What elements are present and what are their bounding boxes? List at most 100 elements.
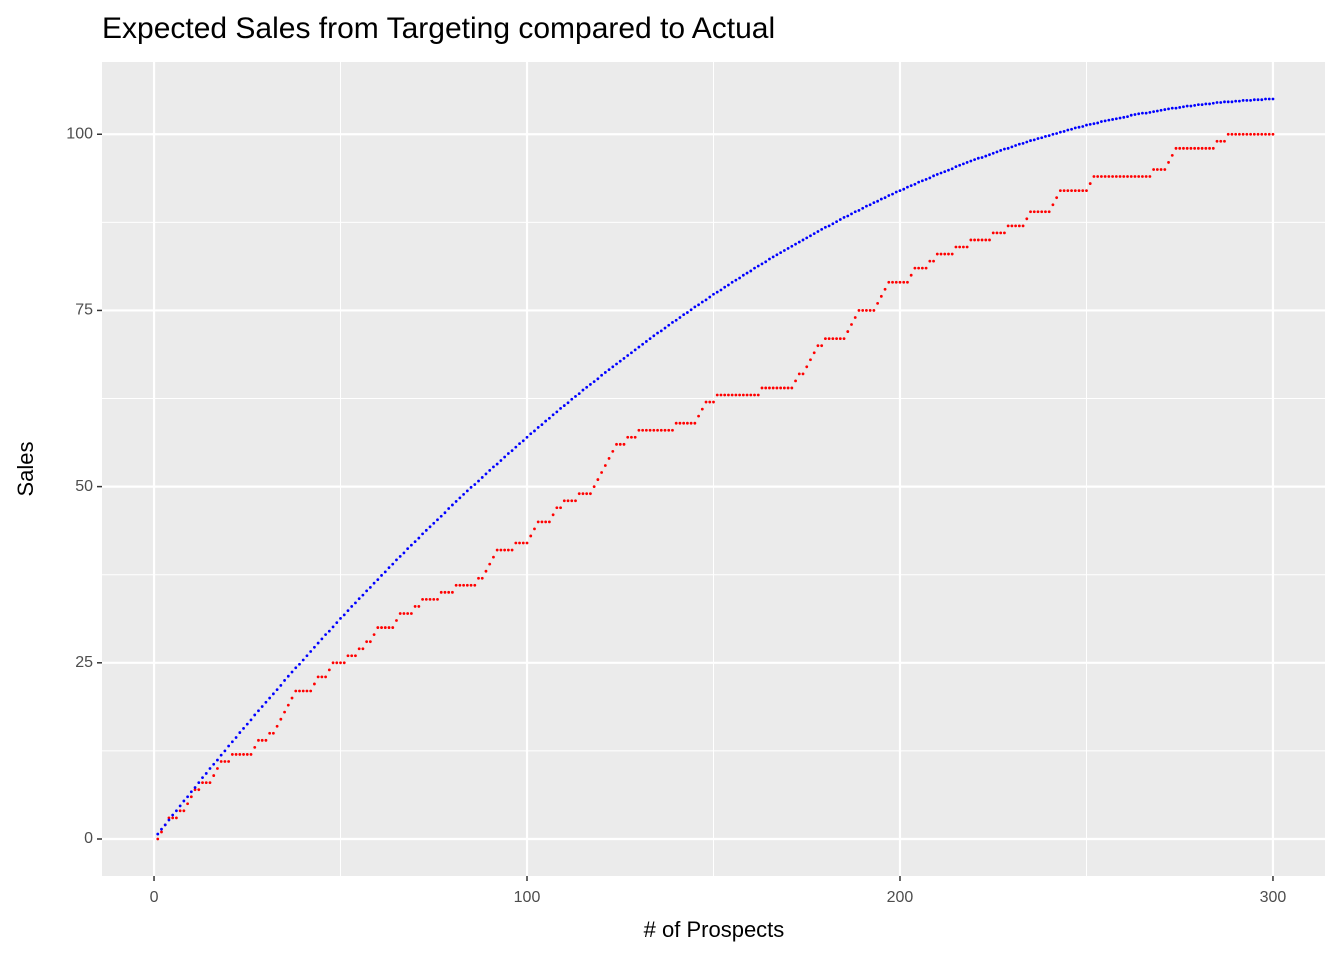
point <box>902 280 906 284</box>
point <box>484 472 488 476</box>
point <box>223 749 227 753</box>
point <box>835 220 838 224</box>
point <box>1099 175 1103 178</box>
point <box>816 230 820 233</box>
point <box>749 393 753 397</box>
point <box>380 626 383 629</box>
point <box>674 421 678 425</box>
point <box>1167 107 1170 111</box>
point <box>1003 231 1006 235</box>
point <box>838 337 842 341</box>
point <box>1017 142 1021 146</box>
point <box>943 252 947 256</box>
point <box>1241 99 1245 102</box>
point <box>1252 132 1256 136</box>
point <box>596 377 600 381</box>
point <box>656 428 659 432</box>
point <box>1133 175 1137 178</box>
point <box>1163 168 1167 171</box>
point <box>320 637 324 641</box>
point <box>928 259 932 263</box>
point <box>1241 132 1245 136</box>
point <box>182 809 186 813</box>
point <box>618 359 622 363</box>
point <box>917 266 921 270</box>
point <box>1137 175 1141 178</box>
point <box>339 617 342 620</box>
point <box>510 548 514 552</box>
point <box>439 590 443 594</box>
point <box>775 253 779 257</box>
point <box>212 762 216 766</box>
point <box>294 689 298 693</box>
point <box>331 625 335 629</box>
point <box>932 174 935 178</box>
point <box>637 428 641 432</box>
point <box>969 238 973 242</box>
point <box>753 393 756 397</box>
point <box>275 688 279 691</box>
point <box>1081 189 1085 193</box>
point <box>995 150 999 154</box>
point <box>242 726 245 730</box>
point <box>1070 127 1073 131</box>
point <box>260 738 264 742</box>
point <box>402 612 406 615</box>
point <box>577 392 581 395</box>
point <box>547 416 551 420</box>
point <box>734 278 738 282</box>
point <box>361 647 365 651</box>
point <box>1085 123 1088 127</box>
point <box>398 554 402 558</box>
point <box>920 179 924 183</box>
point <box>313 645 316 649</box>
point <box>1170 106 1174 110</box>
point <box>368 640 372 644</box>
point <box>1141 111 1144 115</box>
point <box>365 589 369 593</box>
point <box>193 788 197 792</box>
point <box>189 790 193 794</box>
point <box>357 647 361 651</box>
point <box>1245 132 1249 136</box>
point <box>1223 100 1226 104</box>
point <box>1144 175 1148 178</box>
point <box>160 827 163 831</box>
point <box>156 837 160 841</box>
point <box>831 222 835 226</box>
point <box>562 499 566 503</box>
point <box>175 809 178 813</box>
point <box>1249 99 1252 102</box>
point <box>868 203 872 207</box>
point <box>1226 100 1230 104</box>
point <box>976 238 980 242</box>
point <box>764 386 768 390</box>
point <box>335 621 339 625</box>
point <box>712 400 715 404</box>
point <box>1129 175 1133 178</box>
point <box>533 527 536 531</box>
point <box>820 227 824 231</box>
point <box>346 654 350 658</box>
point <box>1103 119 1107 123</box>
point <box>592 380 596 384</box>
point <box>499 548 503 552</box>
point <box>891 280 894 284</box>
point <box>1223 139 1226 143</box>
point <box>883 287 887 291</box>
point <box>820 344 824 348</box>
point <box>454 583 458 587</box>
point <box>1174 106 1178 110</box>
point <box>965 245 969 249</box>
point <box>279 683 283 687</box>
point <box>1170 153 1174 157</box>
point <box>730 393 734 397</box>
point <box>641 428 645 432</box>
point <box>160 830 163 834</box>
point <box>797 240 801 244</box>
point <box>1182 146 1185 150</box>
point <box>1148 110 1152 114</box>
point <box>1036 210 1040 214</box>
point <box>1114 117 1118 121</box>
